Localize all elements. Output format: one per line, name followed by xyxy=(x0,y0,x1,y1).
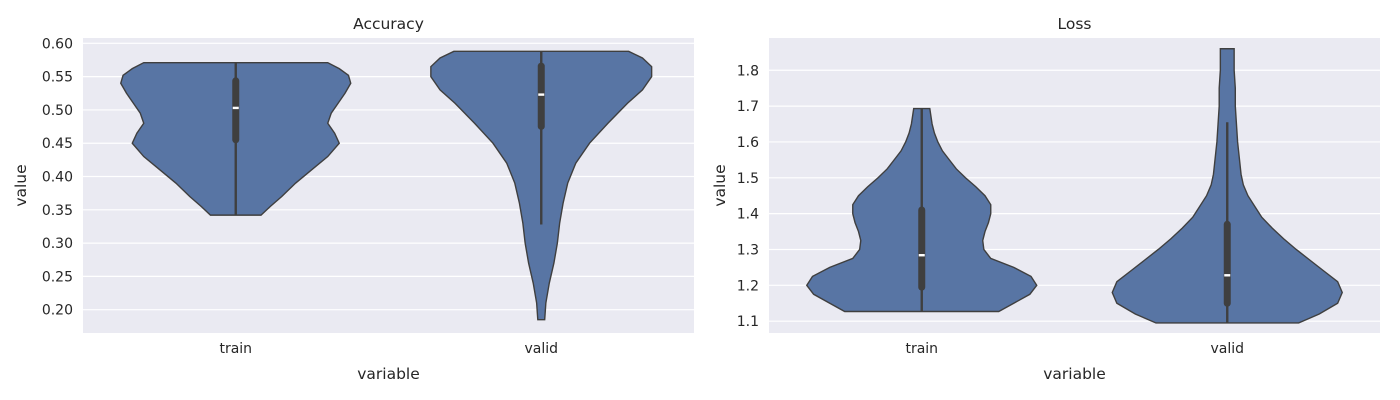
panel-loss: 1.1 1.2 1.3 1.4 1.5 1.6 1.7 1.8 train valid Loss… xyxy=(711,15,1380,383)
y-tick-labels: 0.20 0.25 0.30 0.35 0.40 0.45 0.50 0.55 0.60 xyxy=(42,36,73,318)
y-tick-label: 1.7 xyxy=(737,99,759,115)
median-valid xyxy=(1224,274,1231,277)
y-tick-label: 1.4 xyxy=(737,207,759,223)
violins xyxy=(119,50,653,321)
y-tick-label: 0.45 xyxy=(42,136,73,152)
iqr-box-valid xyxy=(1223,220,1231,307)
x-tick-labels: train valid xyxy=(219,341,558,357)
y-tick-label: 1.8 xyxy=(737,63,759,79)
x-tick-labels: train valid xyxy=(905,341,1244,357)
y-tick-label: 0.20 xyxy=(42,303,73,319)
x-tick-label: train xyxy=(905,341,938,357)
x-tick-label: train xyxy=(219,341,252,357)
y-tick-label: 0.35 xyxy=(42,203,73,219)
y-tick-label: 1.1 xyxy=(737,314,759,330)
y-tick-labels: 1.1 1.2 1.3 1.4 1.5 1.6 1.7 1.8 xyxy=(737,63,759,330)
median-train xyxy=(918,254,925,257)
iqr-box-train xyxy=(918,206,926,291)
x-axis-title: variable xyxy=(357,365,420,383)
median-train xyxy=(232,106,239,110)
chart-title: Loss xyxy=(1058,15,1092,33)
y-tick-label: 0.40 xyxy=(42,170,73,186)
y-tick-label: 1.6 xyxy=(737,135,759,151)
x-axis-title: variable xyxy=(1043,365,1106,383)
y-tick-label: 1.5 xyxy=(737,171,759,187)
median-valid xyxy=(538,93,545,96)
chart-title: Accuracy xyxy=(353,15,424,33)
y-tick-label: 1.2 xyxy=(737,278,759,294)
y-axis-title: value xyxy=(711,164,729,206)
y-tick-label: 0.30 xyxy=(42,236,73,252)
iqr-box-valid xyxy=(537,62,545,130)
iqr-box-train xyxy=(232,77,240,144)
panel-accuracy: 0.20 0.25 0.30 0.35 0.40 0.45 0.50 0.55 0.60 tra… xyxy=(12,15,694,383)
y-axis-title: value xyxy=(12,164,30,206)
y-tick-label: 0.50 xyxy=(42,103,73,119)
violins xyxy=(805,48,1344,324)
x-tick-label: valid xyxy=(1210,341,1244,357)
y-tick-label: 0.25 xyxy=(42,269,73,285)
y-tick-label: 0.55 xyxy=(42,70,73,86)
x-tick-label: valid xyxy=(524,341,558,357)
y-tick-label: 0.60 xyxy=(42,36,73,52)
y-tick-label: 1.3 xyxy=(737,242,759,258)
